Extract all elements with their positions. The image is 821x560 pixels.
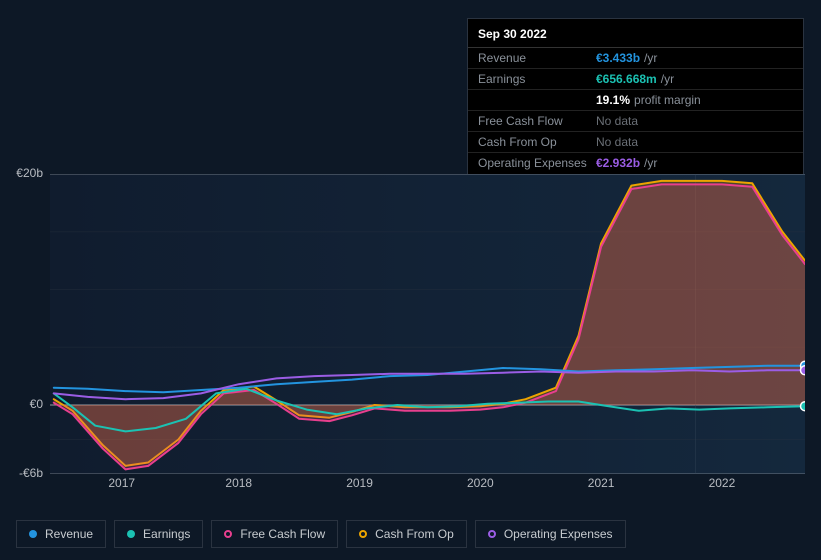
legend-item-cfo[interactable]: Cash From Op — [346, 520, 467, 548]
legend-label: Revenue — [45, 527, 93, 541]
legend-dot-icon — [127, 530, 135, 538]
tooltip-value: €656.668m/yr — [596, 72, 674, 86]
legend-item-fcf[interactable]: Free Cash Flow — [211, 520, 338, 548]
tooltip-label: Earnings — [478, 72, 596, 86]
legend-label: Earnings — [143, 527, 190, 541]
tooltip-row-earnings: Earnings€656.668m/yr — [468, 69, 803, 90]
tooltip-value: No data — [596, 135, 638, 149]
tooltip-value: €3.433b/yr — [596, 51, 657, 65]
tooltip-label: Cash From Op — [478, 135, 596, 149]
chart-legend: Revenue Earnings Free Cash Flow Cash From O… — [16, 520, 626, 548]
legend-dot-icon — [29, 530, 37, 538]
x-axis-label: 2018 — [225, 476, 252, 490]
tooltip-label: Revenue — [478, 51, 596, 65]
chart-tooltip: Sep 30 2022Revenue€3.433b/yrEarnings€656… — [467, 18, 804, 178]
tooltip-date: Sep 30 2022 — [468, 23, 803, 48]
x-axis-label: 2020 — [467, 476, 494, 490]
series-end-marker-opex — [801, 366, 806, 375]
chart-plot — [50, 174, 805, 474]
tooltip-value: No data — [596, 114, 638, 128]
tooltip-subrow-earnings: 19.1%profit margin — [468, 90, 803, 111]
legend-dot-icon — [488, 530, 496, 538]
tooltip-row-fcf: Free Cash FlowNo data — [468, 111, 803, 132]
tooltip-label: Free Cash Flow — [478, 114, 596, 128]
legend-label: Operating Expenses — [504, 527, 613, 541]
legend-label: Cash From Op — [375, 527, 454, 541]
tooltip-row-revenue: Revenue€3.433b/yr — [468, 48, 803, 69]
legend-item-opex[interactable]: Operating Expenses — [475, 520, 626, 548]
x-axis-label: 2017 — [108, 476, 135, 490]
x-axis-label: 2021 — [588, 476, 615, 490]
legend-label: Free Cash Flow — [240, 527, 325, 541]
legend-dot-icon — [359, 530, 367, 538]
x-axis-label: 2022 — [709, 476, 736, 490]
legend-dot-icon — [224, 530, 232, 538]
x-axis-label: 2019 — [346, 476, 373, 490]
y-axis-label: €0 — [30, 397, 43, 411]
series-end-marker-earnings — [801, 402, 806, 411]
legend-item-earnings[interactable]: Earnings — [114, 520, 203, 548]
financial-chart: €20b€0-€6b 201720182019202020212022 — [16, 160, 805, 480]
legend-item-revenue[interactable]: Revenue — [16, 520, 106, 548]
y-axis-label: -€6b — [19, 466, 43, 480]
tooltip-sub-value: 19.1%profit margin — [596, 93, 701, 107]
tooltip-row-cfo: Cash From OpNo data — [468, 132, 803, 153]
y-axis-label: €20b — [16, 166, 43, 180]
